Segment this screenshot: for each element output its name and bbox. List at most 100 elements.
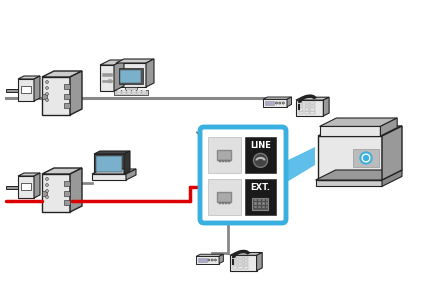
Bar	[233, 257, 237, 259]
Bar	[42, 190, 47, 196]
Bar	[305, 105, 309, 107]
Bar	[122, 90, 126, 92]
Bar	[208, 137, 241, 173]
Bar	[198, 258, 207, 262]
Polygon shape	[263, 99, 287, 107]
Bar	[299, 108, 303, 110]
Polygon shape	[382, 126, 402, 180]
Bar	[142, 92, 146, 94]
Polygon shape	[380, 118, 397, 136]
Polygon shape	[92, 174, 126, 180]
Bar	[245, 137, 276, 173]
Bar	[299, 105, 303, 107]
Bar	[226, 202, 227, 203]
Polygon shape	[94, 154, 124, 174]
Bar	[229, 160, 230, 161]
Polygon shape	[42, 71, 82, 77]
Bar	[238, 266, 243, 268]
Circle shape	[45, 184, 48, 187]
Bar	[119, 68, 143, 84]
Polygon shape	[70, 71, 82, 115]
Polygon shape	[146, 59, 154, 87]
Polygon shape	[196, 254, 224, 256]
Polygon shape	[18, 173, 40, 176]
Circle shape	[45, 92, 48, 95]
Bar	[299, 101, 303, 104]
Bar	[255, 199, 257, 201]
Bar	[258, 206, 261, 208]
Bar	[137, 90, 141, 92]
Polygon shape	[116, 63, 146, 87]
Bar	[244, 257, 248, 259]
Bar	[223, 202, 224, 203]
Bar	[64, 94, 70, 98]
Polygon shape	[42, 168, 82, 174]
Circle shape	[45, 86, 48, 89]
Bar	[127, 90, 131, 92]
Bar	[6, 88, 18, 92]
Bar	[305, 108, 309, 110]
Bar	[137, 92, 141, 94]
Circle shape	[45, 196, 48, 199]
Polygon shape	[296, 97, 329, 100]
Bar	[244, 263, 248, 266]
Polygon shape	[34, 173, 40, 198]
Bar	[266, 206, 269, 208]
Bar	[117, 92, 121, 94]
Bar	[305, 101, 309, 104]
Bar	[262, 202, 265, 205]
Circle shape	[45, 178, 48, 181]
Bar	[305, 111, 309, 114]
Bar	[266, 202, 269, 205]
Bar	[64, 181, 70, 186]
Bar	[244, 260, 248, 262]
Bar	[219, 202, 221, 203]
Bar	[117, 90, 121, 92]
Bar	[245, 179, 276, 215]
Polygon shape	[382, 170, 402, 186]
Bar	[299, 111, 303, 114]
Polygon shape	[296, 100, 323, 116]
Polygon shape	[116, 59, 154, 63]
Bar	[102, 80, 112, 82]
Polygon shape	[287, 97, 292, 107]
Text: EXT.: EXT.	[250, 184, 270, 193]
Bar	[64, 84, 70, 89]
Bar	[258, 199, 261, 201]
Polygon shape	[18, 176, 34, 198]
Polygon shape	[320, 126, 380, 136]
Bar	[310, 108, 315, 110]
Polygon shape	[318, 136, 382, 180]
Bar	[64, 190, 70, 196]
Bar	[226, 160, 227, 161]
Bar	[233, 263, 237, 266]
Bar	[218, 192, 232, 202]
Polygon shape	[126, 169, 136, 180]
Bar	[244, 266, 248, 268]
Bar	[122, 92, 126, 94]
Bar	[6, 185, 18, 188]
Bar	[125, 87, 137, 91]
Circle shape	[211, 259, 213, 261]
Bar	[132, 90, 136, 92]
Polygon shape	[323, 97, 329, 116]
Bar	[238, 260, 243, 262]
Polygon shape	[100, 65, 114, 91]
Bar	[142, 90, 146, 92]
Polygon shape	[42, 174, 70, 212]
Bar	[310, 111, 315, 114]
Bar	[262, 206, 265, 208]
Circle shape	[275, 102, 278, 104]
Circle shape	[45, 80, 48, 83]
Circle shape	[108, 79, 112, 83]
Circle shape	[214, 259, 216, 261]
Polygon shape	[94, 151, 130, 154]
Bar	[21, 86, 31, 93]
FancyBboxPatch shape	[200, 127, 286, 223]
Bar	[132, 92, 136, 94]
Bar	[127, 92, 131, 94]
Bar	[238, 257, 243, 259]
Bar	[265, 101, 274, 105]
Circle shape	[360, 152, 371, 164]
Bar	[255, 206, 257, 208]
